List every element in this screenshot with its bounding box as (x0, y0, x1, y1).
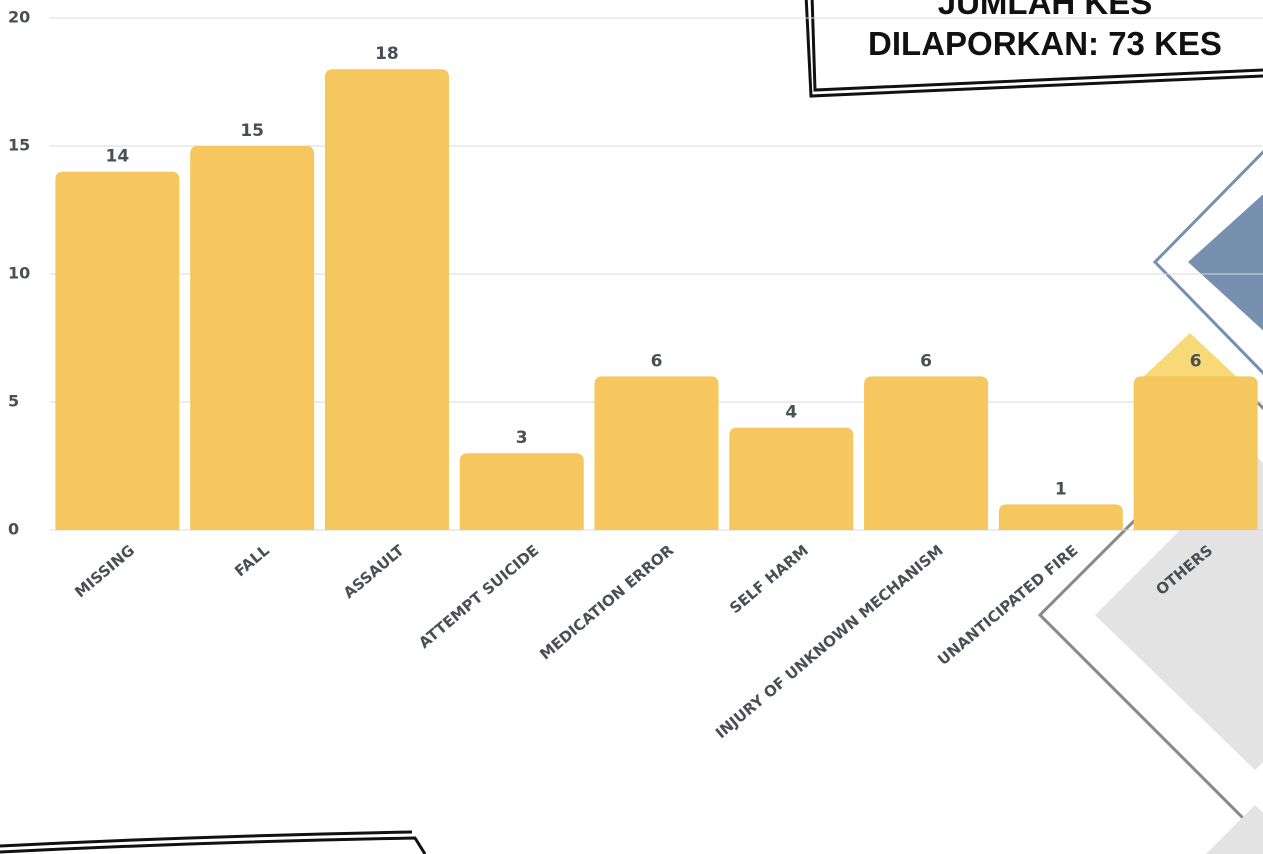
chart: 05101520 MISSING14FALL15ASSAULT18ATTEMPT… (0, 0, 1263, 854)
y-tick-label: 5 (8, 392, 19, 411)
bar (55, 172, 179, 530)
bar (595, 376, 719, 530)
x-tick-label: FALL (231, 541, 273, 580)
value-label: 3 (516, 428, 528, 448)
x-tick-label: ASSAULT (340, 541, 408, 602)
x-tick-label: MISSING (71, 541, 138, 601)
value-label: 18 (375, 44, 399, 64)
value-label: 1 (1055, 479, 1067, 499)
y-tick-label: 20 (8, 8, 30, 27)
bar (999, 504, 1123, 530)
value-label: 6 (920, 351, 932, 371)
annotation: DILAPORKAN: 73 KES (868, 25, 1222, 62)
y-tick-label: 0 (8, 520, 19, 539)
bar (325, 69, 449, 530)
bar (460, 453, 584, 530)
x-tick-label: ATTEMPT SUICIDE (415, 541, 542, 652)
value-label: 6 (1190, 351, 1202, 371)
y-tick-label: 10 (8, 264, 30, 283)
value-label: 14 (106, 147, 130, 167)
x-tick-label: INJURY OF UNKNOWN MECHANISM (712, 541, 947, 742)
value-label: 15 (240, 121, 264, 141)
bar (729, 428, 853, 530)
y-tick-label: 15 (8, 136, 30, 155)
annotation: JUMLAH KES (938, 0, 1153, 21)
value-label: 6 (651, 351, 663, 371)
bar (190, 146, 314, 530)
x-tick-label: MEDICATION ERROR (536, 541, 677, 663)
value-label: 4 (785, 403, 797, 423)
x-tick-label: UNANTICIPATED FIRE (934, 541, 1081, 669)
x-tick-label: SELF HARM (726, 541, 812, 617)
bar (1134, 376, 1258, 530)
bar (864, 376, 988, 530)
